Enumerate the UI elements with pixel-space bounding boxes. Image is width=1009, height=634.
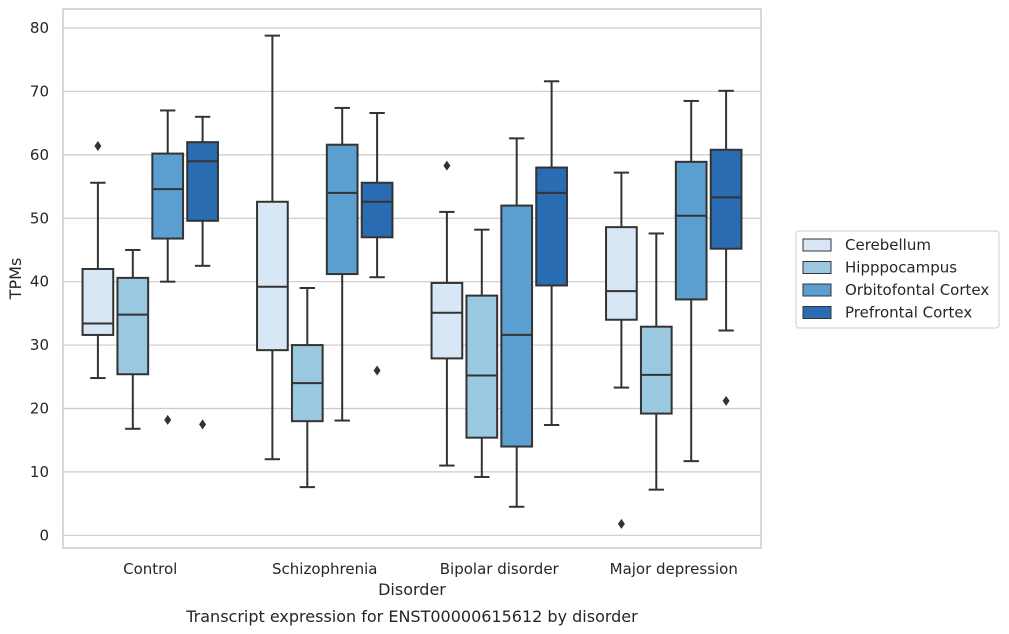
y-tick-label: 40 <box>30 273 49 291</box>
box-body <box>325 143 359 276</box>
x-tick-label: Schizophrenia <box>272 560 377 578</box>
box-body <box>639 325 673 415</box>
box-body <box>674 160 708 301</box>
legend-label: Hipppocampus <box>845 259 957 277</box>
outlier-point <box>164 414 172 425</box>
y-tick-label: 50 <box>30 209 49 227</box>
x-tick-label: Bipolar disorder <box>440 560 560 578</box>
y-tick-label: 60 <box>30 146 49 164</box>
y-axis-label: TPMs <box>6 258 25 301</box>
legend-swatch <box>802 306 832 319</box>
box-body <box>116 276 150 376</box>
y-tick-label: 20 <box>30 399 49 417</box>
box-body <box>256 200 289 352</box>
y-tick-label: 80 <box>30 19 49 37</box>
outlier-point <box>443 160 451 171</box>
box-body <box>465 294 499 439</box>
box-3-1 <box>360 111 394 376</box>
x-tick-label: Control <box>123 560 177 578</box>
box-1-1 <box>290 287 324 489</box>
box-body <box>500 204 534 448</box>
plot-area-frame <box>62 8 762 549</box>
box-body <box>151 152 185 240</box>
legend-swatch <box>802 238 832 252</box>
box-1-2 <box>465 228 499 478</box>
box-2-0 <box>151 109 185 425</box>
outlier-point <box>94 140 102 151</box>
box-body <box>605 226 638 321</box>
y-tick-label: 30 <box>30 336 49 354</box>
legend-frame <box>795 230 1000 329</box>
outlier-point <box>722 395 730 406</box>
box-body <box>709 148 743 250</box>
legend-label: Cerebellum <box>845 236 931 254</box>
box-body <box>430 281 464 360</box>
box-body <box>535 166 568 287</box>
box-0-0 <box>81 140 115 380</box>
box-3-0 <box>186 115 219 430</box>
y-tick-label: 0 <box>39 526 49 544</box>
box-0-1 <box>256 34 289 461</box>
outlier-point <box>199 419 207 430</box>
legend-swatch <box>802 283 832 297</box>
outlier-point <box>617 518 625 529</box>
chart-caption: Transcript expression for ENST0000061561… <box>185 607 638 626</box>
box-3-3 <box>709 89 743 406</box>
box-2-1 <box>325 106 359 422</box>
legend: Cerebellum Hipppocampus Orbitofontal Corte… <box>795 230 1000 329</box>
legend-label: Prefrontal Cortex <box>845 304 972 322</box>
box-0-2 <box>430 160 464 467</box>
box-1-3 <box>639 232 673 491</box>
box-body <box>186 141 219 222</box>
legend-label: Orbitofontal Cortex <box>845 281 989 299</box>
x-axis-label: Disorder <box>378 580 446 599</box>
legend-swatch <box>802 261 832 274</box>
box-body <box>360 181 394 239</box>
box-1-0 <box>116 248 150 430</box>
box-0-3 <box>605 171 638 529</box>
box-plot-series <box>81 34 743 529</box>
axis-ticks: 0 10 20 30 40 50 60 70 80 Control Schizophrenia Bip… <box>30 19 738 578</box>
box-body <box>81 267 115 336</box>
y-tick-label: 70 <box>30 82 49 100</box>
y-tick-label: 10 <box>30 463 49 481</box>
box-2-3 <box>674 99 708 463</box>
outlier-point <box>373 365 381 376</box>
x-tick-label: Major depression <box>610 560 738 578</box>
box-3-2 <box>535 80 568 426</box>
box-2-2 <box>500 137 534 508</box>
